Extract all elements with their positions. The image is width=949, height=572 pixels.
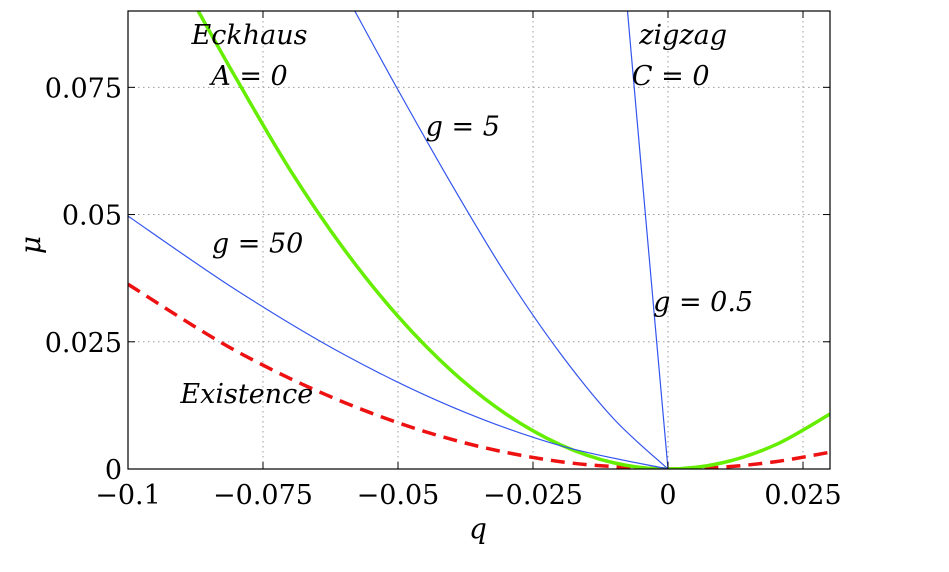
y-axis-label: μ bbox=[14, 236, 47, 254]
x-tick-label: −0.075 bbox=[213, 480, 313, 511]
annotation-label: Existence bbox=[179, 379, 313, 410]
x-tick-label: 0.025 bbox=[764, 480, 841, 511]
annotation-label: g = 5 bbox=[426, 112, 500, 143]
annotation-label: g = 0.5 bbox=[653, 287, 753, 318]
series-line-2 bbox=[128, 215, 669, 469]
x-axis-label: q bbox=[469, 512, 487, 545]
series-group bbox=[128, 11, 830, 469]
x-tick-label: −0.05 bbox=[357, 480, 440, 511]
annotation-label: C = 0 bbox=[632, 61, 710, 92]
y-tick-label: 0 bbox=[105, 455, 122, 486]
x-tick-label: −0.025 bbox=[483, 480, 583, 511]
x-tick-label: 0 bbox=[659, 480, 676, 511]
tick-labels: −0.1 −0.075 −0.05 −0.025 0 0.025 0 0.025 0.05 0.0… bbox=[45, 73, 842, 511]
annotation-label: A = 0 bbox=[208, 61, 287, 92]
plot-frame bbox=[127, 10, 831, 470]
series-line-3 bbox=[354, 11, 669, 469]
y-tick-label: 0.025 bbox=[45, 328, 122, 359]
x-tick-label: −0.1 bbox=[95, 480, 161, 511]
series-line-0 bbox=[128, 282, 830, 469]
y-tick-label: 0.05 bbox=[62, 201, 122, 232]
annotations: Eckhaus A = 0 g = 5 zigzag C = 0 g = 50 g = 0.… bbox=[179, 20, 753, 410]
ticks bbox=[127, 11, 830, 470]
y-tick-label: 0.075 bbox=[45, 73, 122, 104]
series-line-4 bbox=[626, 11, 669, 469]
series-line-1 bbox=[196, 11, 830, 469]
annotation-label: g = 50 bbox=[212, 229, 303, 260]
annotation-label: Eckhaus bbox=[191, 20, 308, 51]
annotation-label: zigzag bbox=[638, 20, 727, 51]
